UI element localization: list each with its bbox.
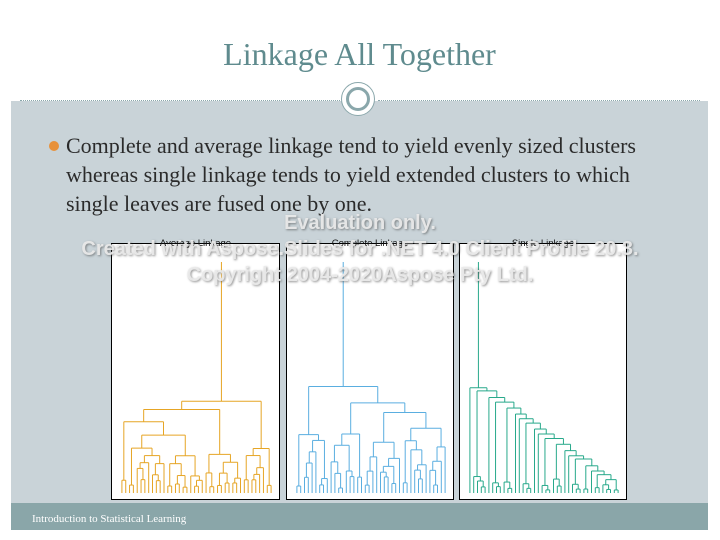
slide-title: Linkage All Together xyxy=(223,36,496,72)
bullet-text: Complete and average linkage tend to yie… xyxy=(66,133,636,216)
dendrogram-complete: Complete Linkage xyxy=(286,238,454,500)
title-divider-left xyxy=(20,100,340,101)
circle-ornament-icon xyxy=(341,82,375,116)
title-divider-right xyxy=(378,100,700,101)
panel-title-average: Average Linkage xyxy=(159,238,232,249)
dendrogram-average: Average Linkage xyxy=(111,238,280,500)
bullet-icon xyxy=(49,141,59,151)
footer-text: Introduction to Statistical Learning xyxy=(32,513,187,525)
dendrogram-single: Single Linkage xyxy=(459,238,627,500)
panel-title-single: Single Linkage xyxy=(511,238,575,249)
footer-bar xyxy=(11,503,708,530)
panel-title-complete: Complete Linkage xyxy=(331,238,409,249)
